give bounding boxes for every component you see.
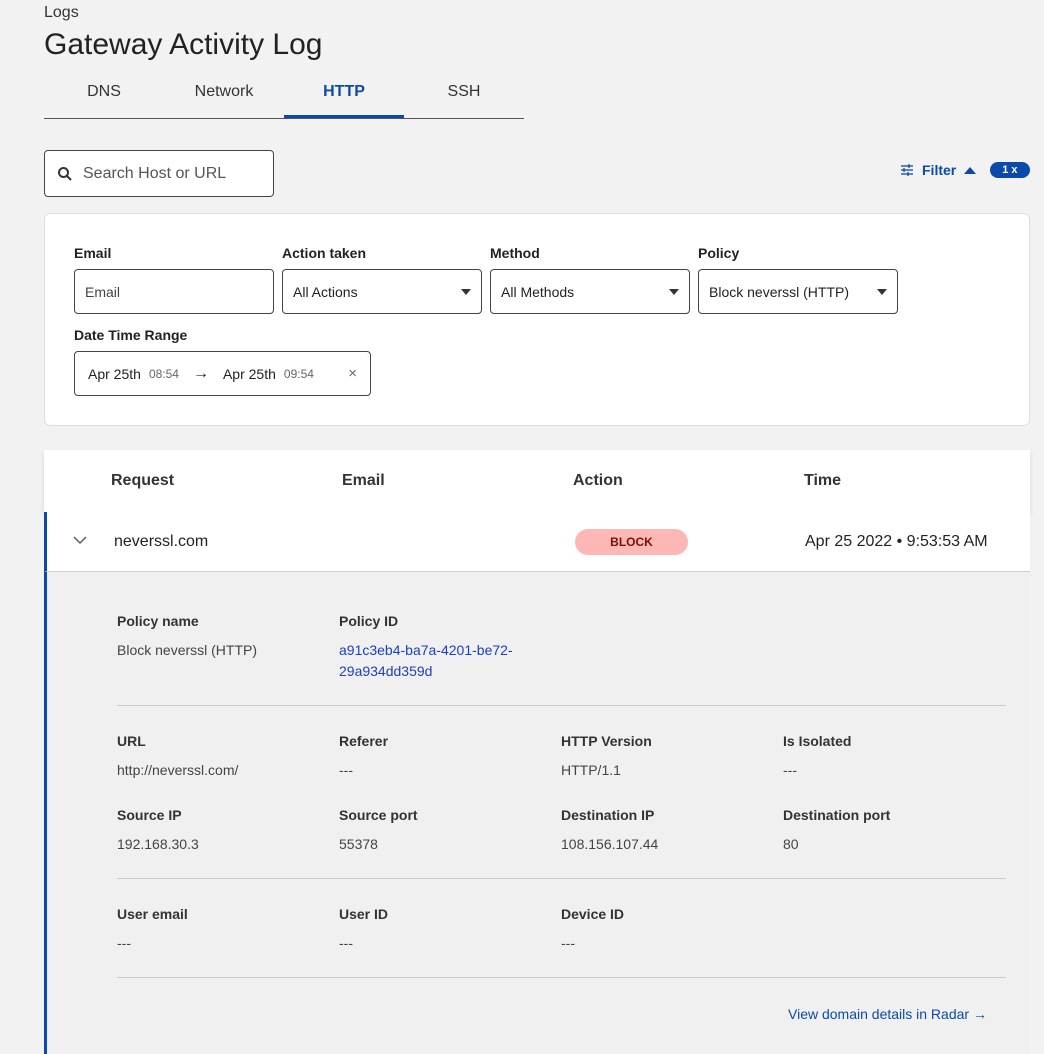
search-input[interactable]: [83, 164, 263, 183]
status-badge: BLOCK: [575, 529, 688, 555]
tab-dns[interactable]: DNS: [87, 83, 121, 100]
log-table: Request Email Action Time neverssl.com B…: [44, 450, 1030, 1054]
device-id-value: ---: [561, 935, 575, 951]
header-action[interactable]: Action: [573, 472, 623, 489]
caret-down-icon: [669, 288, 679, 295]
header-email[interactable]: Email: [342, 472, 385, 489]
request-host: neverssl.com: [114, 533, 209, 550]
action-select[interactable]: All Actions: [282, 269, 482, 314]
page-title: Gateway Activity Log: [44, 28, 323, 61]
referer-label: Referer: [339, 733, 389, 749]
url-label: URL: [117, 733, 146, 749]
email-filter-label: Email: [74, 245, 112, 261]
source-port-label: Source port: [339, 807, 418, 823]
date-range-picker[interactable]: Apr 25th 08:54 → Apr 25th 09:54 ×: [74, 351, 371, 396]
header-request[interactable]: Request: [111, 472, 175, 489]
source-port-value: 55378: [339, 836, 378, 852]
policy-id-link[interactable]: a91c3eb4-ba7a-4201-be72-: [339, 642, 513, 658]
source-ip-label: Source IP: [117, 807, 182, 823]
divider: [117, 878, 1006, 879]
tab-http[interactable]: HTTP: [284, 78, 404, 118]
is-isolated-label: Is Isolated: [783, 733, 852, 749]
search-icon: [58, 166, 72, 181]
caret-up-icon: [964, 166, 977, 174]
tab-bar: DNS Network HTTP SSH: [44, 78, 524, 119]
email-field[interactable]: Email: [74, 269, 274, 314]
filter-label[interactable]: Filter: [922, 162, 957, 178]
user-email-label: User email: [117, 906, 188, 922]
filter-toggle[interactable]: Filter 1 x: [900, 162, 1030, 178]
destination-ip-value: 108.156.107.44: [561, 836, 659, 852]
table-header: Request Email Action Time: [44, 450, 1030, 512]
divider: [117, 705, 1006, 706]
http-version-label: HTTP Version: [561, 733, 652, 749]
radar-link[interactable]: View domain details in Radar →: [788, 1006, 987, 1022]
end-date[interactable]: Apr 25th: [222, 365, 276, 382]
header-time[interactable]: Time: [804, 472, 842, 489]
row-time: Apr 25 2022 • 9:53:53 AM: [805, 533, 988, 550]
source-ip-value: 192.168.30.3: [117, 836, 199, 852]
tab-ssh[interactable]: SSH: [447, 83, 481, 100]
search-box[interactable]: [44, 150, 274, 197]
arrow-right-icon: →: [192, 364, 209, 382]
policy-id-label: Policy ID: [339, 613, 399, 629]
url-value: http://neverssl.com/: [117, 762, 239, 778]
divider: [117, 977, 1006, 978]
caret-down-icon: [877, 288, 887, 295]
method-value: All Methods: [501, 283, 575, 300]
chevron-down-icon[interactable]: [73, 536, 87, 545]
policy-value: Block neverssl (HTTP): [709, 283, 850, 300]
tab-network[interactable]: Network: [194, 83, 254, 100]
policy-select[interactable]: Block neverssl (HTTP): [698, 269, 898, 314]
sliders-icon: [901, 164, 913, 176]
caret-down-icon: [461, 288, 471, 295]
action-filter-label: Action taken: [282, 245, 367, 261]
policy-id-link-cont[interactable]: 29a934dd359d: [339, 663, 433, 679]
policy-name-label: Policy name: [117, 613, 199, 629]
policy-filter-label: Policy: [698, 245, 740, 261]
destination-ip-label: Destination IP: [561, 807, 655, 823]
clear-icon[interactable]: ×: [348, 365, 357, 382]
action-value: All Actions: [293, 283, 358, 300]
http-version-value: HTTP/1.1: [561, 762, 621, 778]
user-email-value: ---: [117, 935, 131, 951]
user-id-label: User ID: [339, 906, 389, 922]
filter-count-badge[interactable]: 1 x: [990, 162, 1030, 178]
start-date[interactable]: Apr 25th: [88, 365, 141, 382]
destination-port-label: Destination port: [783, 807, 891, 823]
device-id-label: Device ID: [561, 906, 625, 922]
policy-name-value: Block neverssl (HTTP): [117, 642, 258, 658]
is-isolated-value: ---: [783, 762, 797, 778]
destination-port-value: 80: [783, 836, 799, 852]
filter-panel: Email Email Action taken All Actions Met…: [44, 213, 1030, 426]
user-id-value: ---: [339, 935, 353, 951]
email-placeholder: Email: [85, 283, 121, 300]
row-details: Policy name Block neverssl (HTTP) Policy…: [44, 572, 1030, 1054]
date-range-label: Date Time Range: [74, 327, 188, 343]
table-row[interactable]: neverssl.com BLOCK Apr 25 2022 • 9:53:53…: [44, 512, 1030, 572]
method-select[interactable]: All Methods: [490, 269, 690, 314]
referer-value: ---: [339, 762, 353, 778]
end-time[interactable]: 09:54: [283, 366, 314, 381]
start-time[interactable]: 08:54: [148, 366, 179, 381]
method-filter-label: Method: [490, 245, 540, 261]
breadcrumb[interactable]: Logs: [44, 4, 79, 21]
